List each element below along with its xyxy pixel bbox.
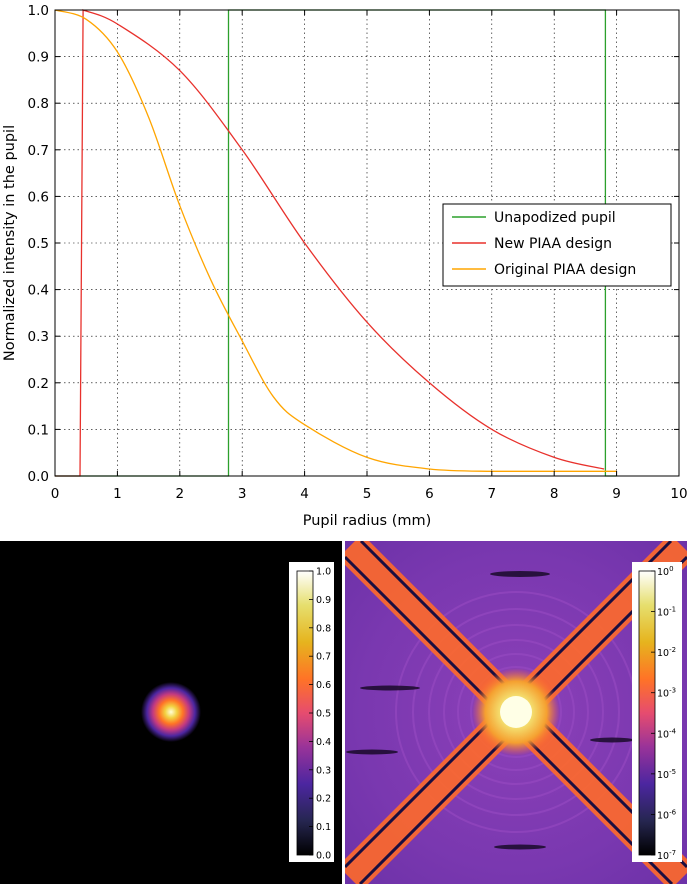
x-tick-label: 4 [300, 486, 309, 502]
y-tick-label: 0.4 [28, 283, 49, 299]
log-colorbar-ticks: 100 10-1 10-2 10-3 10-4 10-5 10-6 10-7 [651, 565, 677, 862]
log-colorbar [638, 570, 656, 856]
linear-colorbar-tick-label: 0.9 [316, 595, 331, 606]
y-tick-label: 0.8 [28, 96, 49, 112]
y-tick-label: 0.7 [28, 143, 49, 159]
y-tick-label: 1.0 [28, 3, 49, 19]
series-line-new-piaa-design [55, 9, 605, 477]
dark-streak [346, 749, 398, 755]
y-tick-label: 0.9 [28, 50, 49, 66]
x-tick-label: 3 [238, 486, 247, 502]
log-psf-ring [428, 624, 604, 800]
linear-colorbar-tick-label: 0.6 [316, 680, 331, 691]
x-tick-label: 6 [425, 486, 434, 502]
log-colorbar-tick-label: 100 [657, 565, 674, 578]
gridlines [55, 10, 679, 476]
legend-label-new-piaa: New PIAA design [494, 236, 612, 252]
log-psf-dark-streaks [346, 571, 634, 850]
x-tick-label: 10 [670, 486, 687, 502]
dark-streak [494, 844, 546, 850]
legend: Unapodized pupil New PIAA design Origina… [442, 203, 672, 287]
x-axis: 0 1 2 3 4 5 6 7 8 9 10 [51, 10, 687, 502]
x-tick-label: 2 [176, 486, 185, 502]
line-chart: 0 1 2 3 4 5 6 7 8 9 10 0.0 0.1 0.2 0.3 0.4 0.5 0.6 0.7 0.8… [2, 3, 687, 529]
x-tick-label: 0 [51, 486, 60, 502]
dark-streak [590, 737, 634, 743]
log-colorbar-tick-label: 10-6 [657, 808, 677, 821]
x-tick-label: 7 [488, 486, 497, 502]
linear-colorbar-tick-label: 0.1 [316, 822, 331, 833]
log-colorbar-group: 100 10-1 10-2 10-3 10-4 10-5 10-6 10-7 [632, 562, 682, 862]
linear-colorbar-tick-label: 0.3 [316, 765, 331, 776]
y-tick-label: 0.6 [28, 189, 49, 205]
y-axis-label: Normalized intensity in the pupil [2, 125, 18, 361]
log-psf-ring [443, 639, 589, 785]
y-tick-label: 0.3 [28, 329, 49, 345]
linear-psf-image: 0.0 0.1 0.2 0.3 0.4 0.5 0.6 0.7 0.8 0.9 1.0 [0, 541, 342, 884]
y-tick-label: 0.5 [28, 236, 49, 252]
series-line-original-piaa-design [54, 9, 617, 472]
x-axis-label: Pupil radius (mm) [303, 513, 432, 529]
linear-colorbar-tick-label: 0.0 [316, 851, 331, 862]
y-tick-label: 0.2 [28, 376, 49, 392]
log-colorbar-tick-label: 10-2 [657, 646, 676, 659]
log-psf-rings [395, 591, 637, 833]
log-psf-ring [457, 653, 575, 771]
y-tick-label: 0.0 [28, 469, 49, 485]
linear-colorbar-tick-label: 0.8 [316, 623, 331, 634]
legend-label-unapodized: Unapodized pupil [494, 210, 616, 226]
log-psf-ring [470, 666, 562, 758]
log-colorbar-tick-label: 10-3 [657, 687, 676, 700]
linear-colorbar-tick-label: 0.2 [316, 794, 331, 805]
linear-colorbar-tick-label: 1.0 [316, 567, 331, 578]
log-colorbar-tick-label: 10-4 [657, 727, 677, 740]
log-psf-core [500, 696, 532, 728]
x-tick-label: 5 [363, 486, 372, 502]
linear-colorbar-tick-label: 0.7 [316, 652, 331, 663]
y-tick-label: 0.1 [28, 422, 49, 438]
log-colorbar-tick-label: 10-7 [657, 849, 676, 862]
linear-colorbar-tick-label: 0.5 [316, 709, 331, 720]
x-tick-label: 8 [550, 486, 559, 502]
y-axis: 0.0 0.1 0.2 0.3 0.4 0.5 0.6 0.7 0.8 0.9 1.0 [28, 3, 679, 485]
linear-colorbar-tick-label: 0.4 [316, 737, 331, 748]
x-tick-label: 1 [113, 486, 122, 502]
legend-label-original-piaa: Original PIAA design [494, 262, 636, 278]
dark-streak [490, 571, 550, 577]
log-colorbar-tick-label: 10-1 [657, 606, 676, 619]
x-tick-label: 9 [612, 486, 621, 502]
log-psf-ring [412, 608, 620, 816]
log-colorbar-tick-label: 10-5 [657, 768, 676, 781]
linear-psf-spot [141, 682, 201, 742]
linear-colorbar-ticks: 0.0 0.1 0.2 0.3 0.4 0.5 0.6 0.7 0.8 0.9 1.0 [309, 567, 331, 862]
dark-streak [360, 685, 420, 691]
